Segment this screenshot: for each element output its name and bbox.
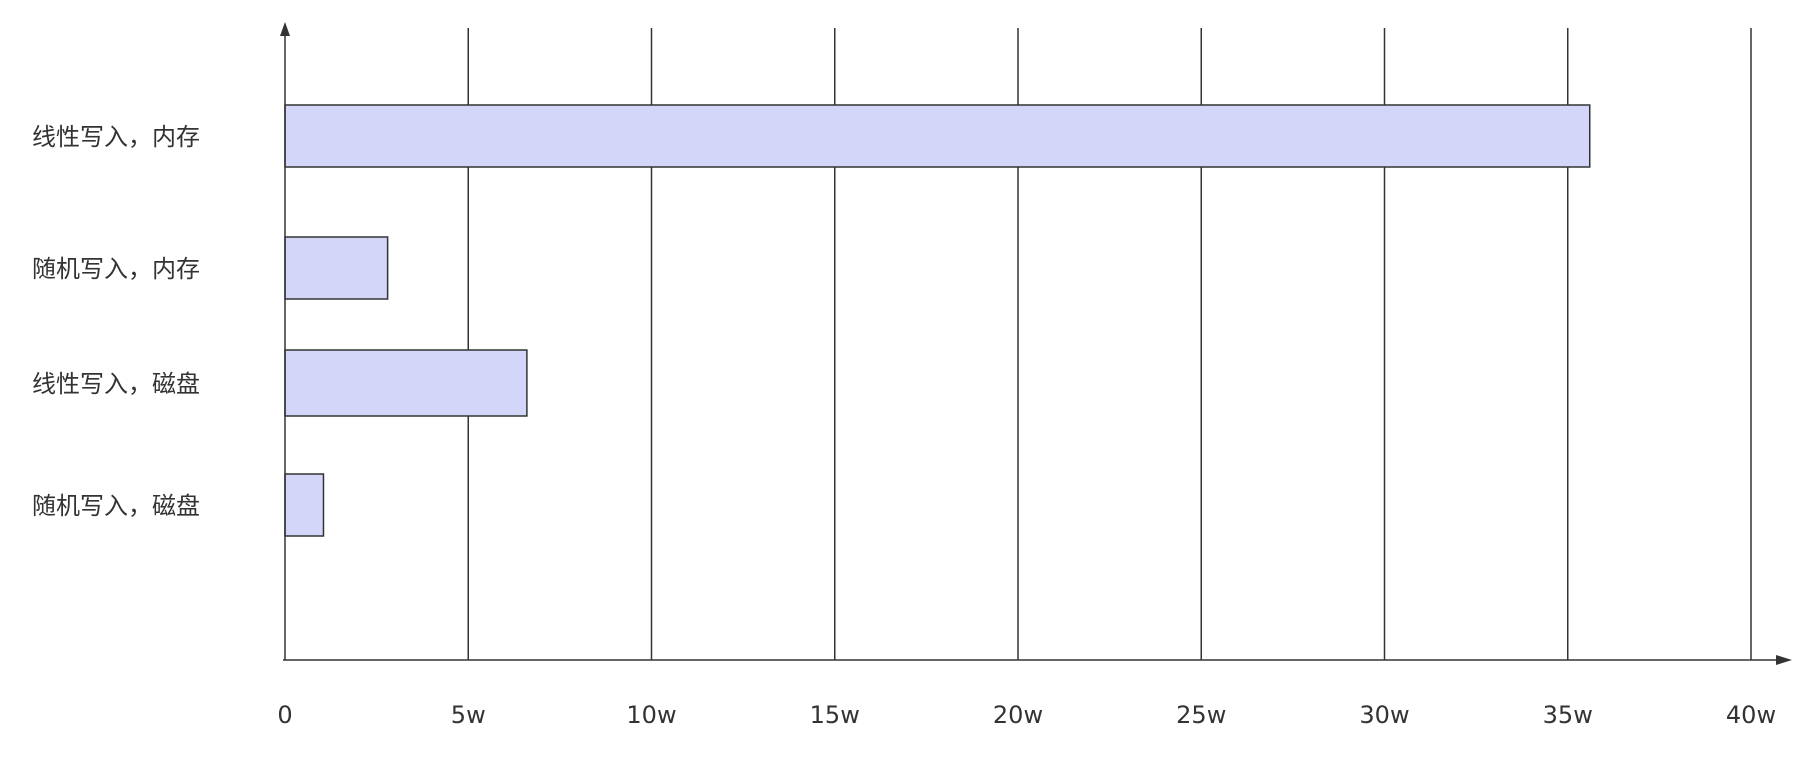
axes: [280, 22, 1792, 665]
bar-2: [284, 349, 528, 417]
bars: [284, 104, 1591, 537]
bar-1: [284, 236, 389, 300]
category-label-0: 线性写入，内存: [32, 123, 200, 151]
bar-0: [284, 104, 1591, 168]
x-tick-label-8: 40w: [1726, 701, 1776, 729]
category-label-3: 随机写入，磁盘: [32, 492, 200, 520]
tick-labels: 0 5w 10w 15w 20w 25w 30w 35w 40w: [277, 701, 1776, 729]
x-tick-label-3: 15w: [810, 701, 860, 729]
x-tick-label-6: 30w: [1359, 701, 1409, 729]
y-axis-arrow: [280, 22, 290, 36]
bar-3: [284, 473, 325, 537]
x-tick-label-5: 25w: [1176, 701, 1226, 729]
x-axis-arrow: [1776, 655, 1792, 665]
x-tick-label-2: 10w: [626, 701, 676, 729]
x-tick-label-4: 20w: [993, 701, 1043, 729]
category-label-2: 线性写入，磁盘: [32, 370, 200, 398]
category-label-1: 随机写入，内存: [32, 255, 200, 283]
x-tick-label-1: 5w: [451, 701, 486, 729]
x-tick-label-7: 35w: [1543, 701, 1593, 729]
x-tick-label-0: 0: [277, 701, 292, 729]
